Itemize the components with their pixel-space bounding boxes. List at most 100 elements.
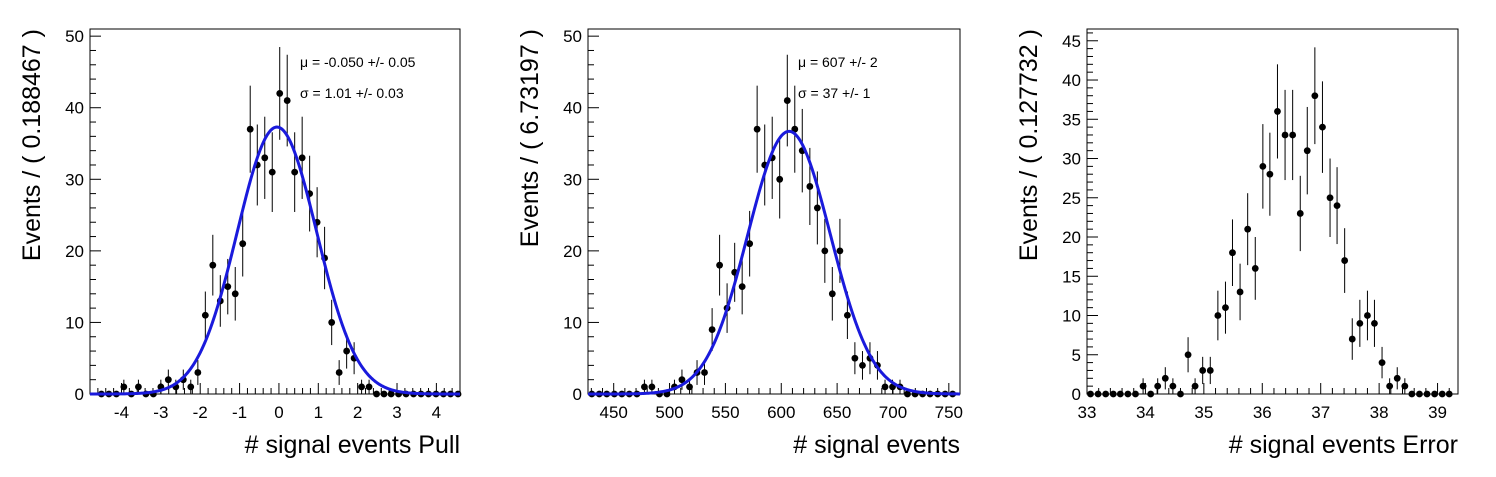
data-point xyxy=(1229,219,1236,287)
x-tick-label: 500 xyxy=(655,403,683,422)
data-marker xyxy=(335,369,343,376)
y-tick-label: 0 xyxy=(75,385,84,404)
data-point xyxy=(201,291,209,340)
data-marker xyxy=(851,354,859,362)
data-point xyxy=(194,360,202,385)
data-marker xyxy=(387,390,395,398)
x-axis-title: # signal events Error xyxy=(1229,431,1458,459)
data-point xyxy=(859,351,866,380)
data-point xyxy=(1169,378,1177,394)
data-point xyxy=(1259,124,1267,209)
x-tick-label: 0 xyxy=(274,403,283,422)
x-tick-label: 700 xyxy=(879,403,907,422)
fit-parameter-label: μ = 607 +/- 2 xyxy=(798,54,878,70)
data-marker xyxy=(1296,210,1304,217)
plot-panel-2: 450 500 550 600 650 700 750 0 10 20 30 40 50 # signal… xyxy=(516,27,963,459)
data-marker xyxy=(1266,170,1274,178)
y-tick-label: 20 xyxy=(1062,228,1081,247)
plot-frame xyxy=(89,28,461,395)
plot-frame xyxy=(587,28,961,395)
data-marker xyxy=(239,240,247,248)
fit-parameter-label: σ = 1.01 +/- 0.03 xyxy=(300,85,404,101)
data-marker xyxy=(776,175,784,183)
data-point xyxy=(1154,378,1162,394)
y-tick-label: 40 xyxy=(563,99,582,118)
data-point xyxy=(1281,89,1289,181)
data-point xyxy=(1289,89,1297,181)
data-point xyxy=(1326,158,1334,238)
data-marker xyxy=(821,247,829,255)
data-point xyxy=(1236,263,1244,321)
data-marker xyxy=(268,168,276,176)
y-tick-label: 25 xyxy=(1062,189,1081,208)
data-marker xyxy=(1251,265,1259,272)
data-marker xyxy=(1154,382,1162,390)
data-marker xyxy=(1161,374,1169,382)
x-tick-label: 1 xyxy=(314,403,323,422)
x-tick-label: 550 xyxy=(711,403,739,422)
data-marker xyxy=(291,168,299,176)
y-tick-label: 15 xyxy=(1062,267,1081,286)
data-point xyxy=(1431,390,1439,398)
data-marker xyxy=(187,383,195,391)
data-point xyxy=(1364,290,1371,341)
data-marker xyxy=(1169,382,1177,390)
x-tick-label: 450 xyxy=(600,403,628,422)
data-point xyxy=(1132,390,1139,398)
data-point xyxy=(821,218,829,283)
data-marker xyxy=(365,383,373,391)
data-marker xyxy=(828,290,836,298)
y-tick-label: 10 xyxy=(563,313,582,332)
data-marker xyxy=(783,97,791,104)
data-marker xyxy=(1438,390,1446,398)
data-point xyxy=(373,390,380,398)
data-point xyxy=(1296,175,1304,252)
data-point xyxy=(1199,356,1207,385)
data-point xyxy=(686,379,693,394)
data-marker xyxy=(1109,390,1117,398)
data-point xyxy=(1356,299,1364,347)
x-tick-label: 36 xyxy=(1253,403,1272,422)
data-point xyxy=(1177,390,1184,398)
data-point xyxy=(1348,318,1356,360)
data-marker xyxy=(686,383,693,391)
data-marker xyxy=(1087,390,1094,398)
data-point xyxy=(283,54,291,147)
data-marker xyxy=(716,261,723,269)
data-marker xyxy=(283,97,291,104)
data-point xyxy=(1124,390,1132,398)
data-point xyxy=(1191,378,1199,394)
data-marker xyxy=(261,154,269,162)
x-tick-label: -2 xyxy=(193,403,208,422)
fit-parameter-label: μ = -0.050 +/- 0.05 xyxy=(300,54,416,70)
data-marker xyxy=(1214,312,1222,319)
data-marker xyxy=(328,319,336,326)
data-point xyxy=(1222,281,1229,334)
x-tick-label: 38 xyxy=(1370,403,1389,422)
data-point xyxy=(1266,132,1274,216)
data-marker xyxy=(1229,249,1236,257)
data-marker xyxy=(1281,131,1289,139)
y-tick-label: 50 xyxy=(563,27,582,46)
data-point xyxy=(239,210,247,277)
data-marker xyxy=(1364,312,1371,319)
y-tick-label: 40 xyxy=(1062,71,1081,90)
y-tick-label: 30 xyxy=(1062,150,1081,169)
data-marker xyxy=(806,183,814,190)
data-point xyxy=(1401,378,1409,394)
data-marker xyxy=(1371,319,1378,327)
data-marker xyxy=(1303,147,1311,155)
data-marker xyxy=(1319,123,1326,131)
data-marker xyxy=(1326,194,1334,202)
x-tick-label: 37 xyxy=(1311,403,1330,422)
data-point xyxy=(1438,390,1446,398)
x-tick-label: 2 xyxy=(353,403,362,422)
data-marker xyxy=(1184,351,1192,359)
data-marker xyxy=(1408,390,1416,398)
data-point xyxy=(1116,390,1124,398)
data-marker xyxy=(1222,304,1229,312)
data-point xyxy=(708,308,716,352)
data-point xyxy=(1319,81,1326,173)
data-point xyxy=(904,390,911,398)
